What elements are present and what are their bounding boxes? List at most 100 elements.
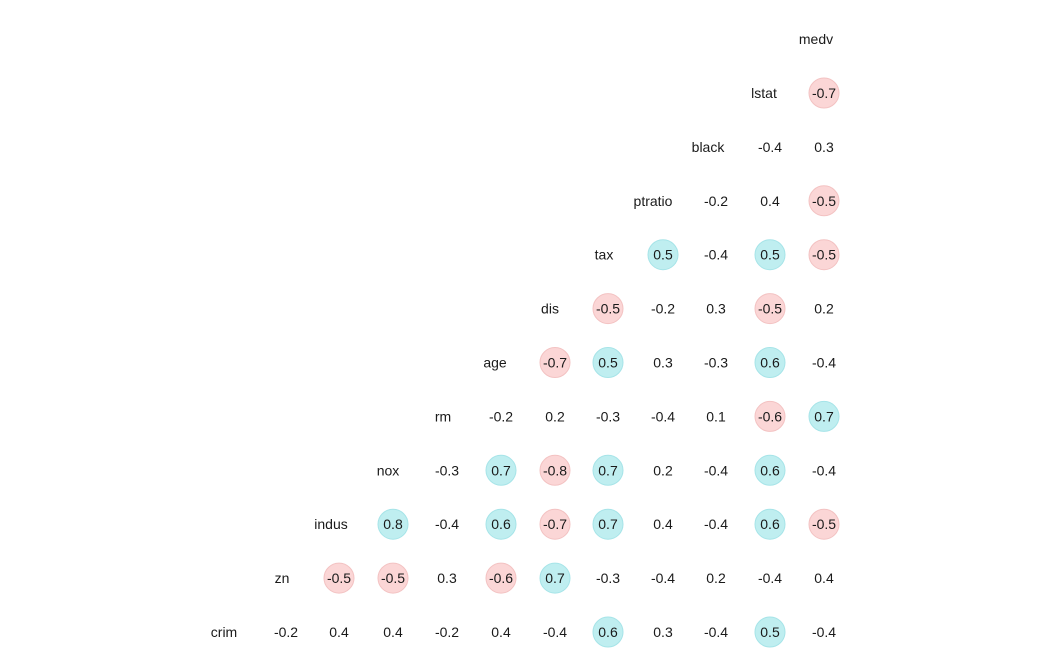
correlation-cell-rm-ptratio: -0.4 [651,408,675,424]
correlation-value-label: -0.6 [758,408,782,424]
correlation-highlight-circle [539,347,571,378]
correlation-cell-age-tax: 0.5 [592,347,624,378]
correlation-value-label: 0.3 [653,355,673,371]
correlation-cell-crim-lstat: 0.5 [754,616,786,648]
correlation-cell-crim-rm: -0.2 [435,624,459,640]
correlation-cell-nox-tax: 0.7 [592,454,624,486]
correlation-highlight-circle [592,293,624,325]
correlation-highlight-circle [485,454,517,486]
correlation-value-label: 0.7 [814,408,834,424]
correlation-value-label: -0.4 [435,516,459,532]
correlation-value-label: 0.2 [706,570,726,586]
correlation-highlight-circle [539,454,571,486]
correlation-cell-tax-black: -0.4 [704,247,728,263]
correlation-value-label: -0.2 [704,193,728,209]
correlation-value-label: 0.5 [653,247,673,263]
correlation-cell-zn-ptratio: -0.4 [651,570,675,586]
correlation-cell-indus-ptratio: 0.4 [653,516,673,532]
correlation-value-label: -0.7 [543,516,567,532]
correlation-cell-dis-black: 0.3 [706,301,726,317]
correlation-cell-dis-medv: 0.2 [814,301,834,317]
variable-label-rm: rm [435,408,451,424]
correlation-highlight-circle [754,293,786,325]
correlation-value-label: -0.4 [812,462,836,478]
correlation-cell-crim-medv: -0.4 [812,624,836,640]
correlation-value-label: -0.4 [704,247,728,263]
correlation-cell-rm-medv: 0.7 [808,400,840,432]
correlation-value-label: 0.2 [545,408,565,424]
correlation-value-label: 0.7 [598,516,618,532]
correlation-value-label: -0.4 [704,624,728,640]
variable-label-tax: tax [595,247,614,263]
correlation-highlight-circle [592,616,624,648]
correlation-value-label: 0.4 [760,193,780,209]
correlation-value-label: 0.6 [760,462,780,478]
correlation-value-label: -0.4 [651,408,675,424]
correlation-value-label: 0.3 [814,139,834,155]
correlation-value-label: 0.1 [706,408,726,424]
correlation-highlight-circle [754,400,786,432]
correlation-cell-nox-ptratio: 0.2 [653,462,673,478]
variable-label-ptratio: ptratio [634,193,673,209]
correlation-value-label: 0.8 [383,516,403,532]
correlation-cell-rm-lstat: -0.6 [754,400,786,432]
correlation-value-label: -0.5 [758,301,782,317]
correlation-value-label: -0.2 [274,624,298,640]
correlation-cell-age-lstat: 0.6 [754,347,786,378]
correlation-value-label: -0.8 [543,462,567,478]
correlation-cell-crim-nox: 0.4 [383,624,403,640]
correlation-highlight-circle [754,508,786,540]
correlation-cell-ptratio-lstat: 0.4 [760,193,780,209]
correlation-highlight-circle [754,347,786,378]
correlation-value-label: -0.4 [758,139,782,155]
correlation-cell-age-black: -0.3 [704,355,728,371]
correlation-value-label: -0.4 [704,462,728,478]
correlation-cell-zn-indus: -0.5 [323,562,355,594]
correlation-cell-age-dis: -0.7 [539,347,571,378]
correlation-highlight-circle [808,77,840,109]
correlation-value-label: -0.4 [704,516,728,532]
correlation-value-label: 0.5 [760,247,780,263]
correlation-cell-tax-lstat: 0.5 [754,239,786,271]
correlation-cell-indus-age: 0.6 [485,508,517,540]
correlation-cell-crim-black: -0.4 [704,624,728,640]
correlation-value-label: 0.5 [760,624,780,640]
variable-label-medv: medv [799,31,833,47]
correlation-value-label: -0.3 [596,570,620,586]
correlation-cell-dis-tax: -0.5 [592,293,624,325]
correlation-highlight-circle [808,239,840,271]
correlation-cell-crim-ptratio: 0.3 [653,624,673,640]
correlation-highlight-circle [377,508,409,540]
correlation-cell-age-medv: -0.4 [812,355,836,371]
correlation-highlight-circle [808,508,840,540]
correlation-cell-dis-ptratio: -0.2 [651,301,675,317]
correlation-cell-zn-tax: -0.3 [596,570,620,586]
correlation-value-label: 0.3 [437,570,457,586]
correlation-cell-tax-ptratio: 0.5 [647,239,679,271]
correlation-highlight-circle [754,616,786,648]
correlation-value-label: 0.3 [706,301,726,317]
correlation-cell-nox-medv: -0.4 [812,462,836,478]
correlation-highlight-circle [754,239,786,271]
correlation-cell-indus-dis: -0.7 [539,508,571,540]
correlation-value-label: -0.5 [327,570,351,586]
correlation-highlight-circle [592,454,624,486]
correlation-cell-tax-medv: -0.5 [808,239,840,271]
correlation-value-label: -0.7 [543,355,567,371]
correlation-value-label: -0.4 [543,624,567,640]
correlation-highlight-circle [647,239,679,271]
correlation-highlight-circle [808,400,840,432]
correlation-value-label: -0.2 [489,408,513,424]
correlation-cell-rm-age: -0.2 [489,408,513,424]
correlation-value-label: 0.4 [491,624,511,640]
correlation-cell-zn-rm: 0.3 [437,570,457,586]
variable-label-zn: zn [275,570,290,586]
correlation-value-label: -0.7 [812,85,836,101]
correlation-highlight-circle [592,347,624,378]
correlation-cell-indus-nox: 0.8 [377,508,409,540]
variable-label-indus: indus [314,516,347,532]
correlation-value-label: 0.6 [491,516,511,532]
correlation-value-label: -0.4 [758,570,782,586]
correlation-cell-rm-dis: 0.2 [545,408,565,424]
